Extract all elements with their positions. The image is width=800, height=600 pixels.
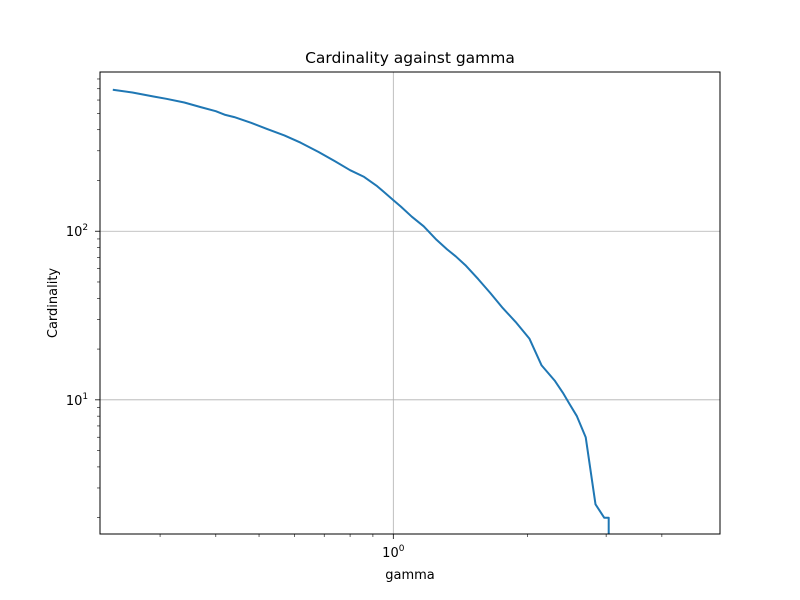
grid	[100, 72, 720, 534]
chart-title: Cardinality against gamma	[305, 49, 515, 67]
x-tick-label: 100	[382, 544, 405, 561]
series-layer	[112, 88, 610, 534]
plot-area-frame	[99, 71, 721, 535]
series-line	[112, 88, 610, 534]
y-tick-label: 101	[66, 392, 88, 409]
x-axis-label: gamma	[385, 568, 435, 583]
ticks: 100 101 102	[66, 78, 663, 561]
y-tick-label: 102	[66, 223, 88, 240]
y-axis-label: Cardinality	[46, 268, 61, 339]
